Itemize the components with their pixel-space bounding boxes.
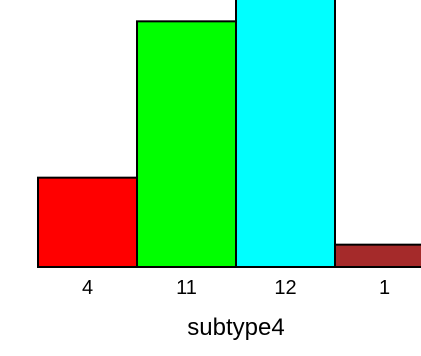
x-tick-label: 4: [82, 277, 93, 299]
bar-4: [37, 176, 138, 269]
bars-group: [37, 0, 421, 269]
x-tick-label: 11: [176, 277, 197, 299]
bar-1: [334, 243, 421, 269]
bar-11: [136, 20, 237, 269]
x-tick-label: 1: [379, 277, 390, 299]
x-tick-label: 12: [274, 277, 296, 299]
bar-12: [235, 0, 336, 268]
x-axis-label: subtype4: [187, 314, 284, 341]
x-tick-labels: 4 11 12 1: [82, 277, 390, 299]
